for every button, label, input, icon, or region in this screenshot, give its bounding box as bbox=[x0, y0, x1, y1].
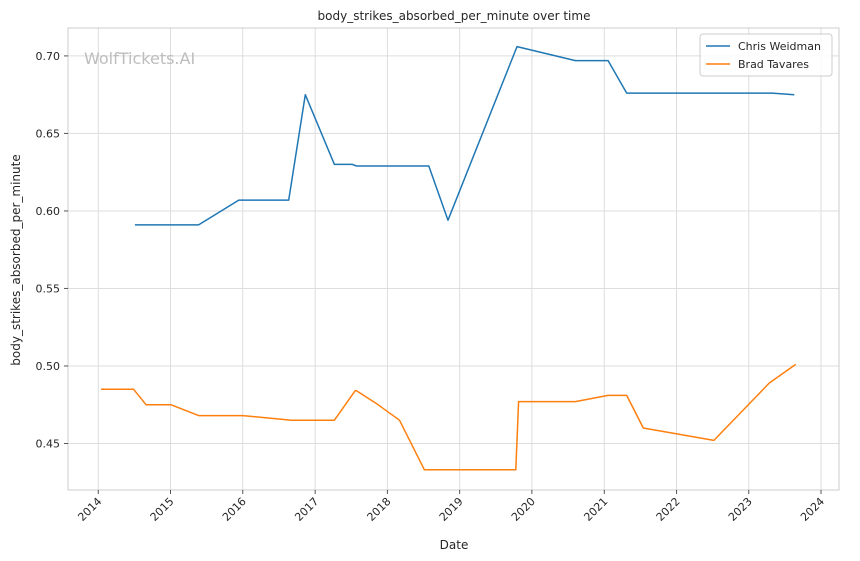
series-layer bbox=[101, 45, 797, 471]
y-axis-label: body_strikes_absorbed_per_minute bbox=[9, 154, 23, 365]
series-line-brad-tavares bbox=[101, 363, 797, 471]
y-tick-label: 0.60 bbox=[36, 205, 61, 218]
legend-box bbox=[699, 33, 833, 77]
plot-frame bbox=[67, 27, 840, 491]
chart-title: body_strikes_absorbed_per_minute over ti… bbox=[318, 9, 591, 23]
x-axis-label: Date bbox=[440, 538, 469, 552]
series-line-chris-weidman bbox=[134, 45, 795, 226]
grid bbox=[68, 28, 839, 490]
y-tick-label: 0.50 bbox=[36, 360, 61, 373]
legend: Chris Weidman Brad Tavares bbox=[699, 33, 833, 77]
plot-area bbox=[68, 28, 839, 490]
legend-entry-chris-weidman: Chris Weidman bbox=[738, 40, 821, 53]
y-tick-label: 0.55 bbox=[36, 282, 61, 295]
y-axis-ticks: 0.45 0.50 0.55 0.60 0.65 0.70 bbox=[36, 50, 68, 450]
y-tick-label: 0.70 bbox=[36, 50, 61, 63]
y-tick-label: 0.65 bbox=[36, 127, 61, 140]
watermark: WolfTickets.AI bbox=[84, 49, 195, 68]
legend-entry-brad-tavares: Brad Tavares bbox=[738, 58, 809, 71]
y-tick-label: 0.45 bbox=[36, 437, 61, 450]
